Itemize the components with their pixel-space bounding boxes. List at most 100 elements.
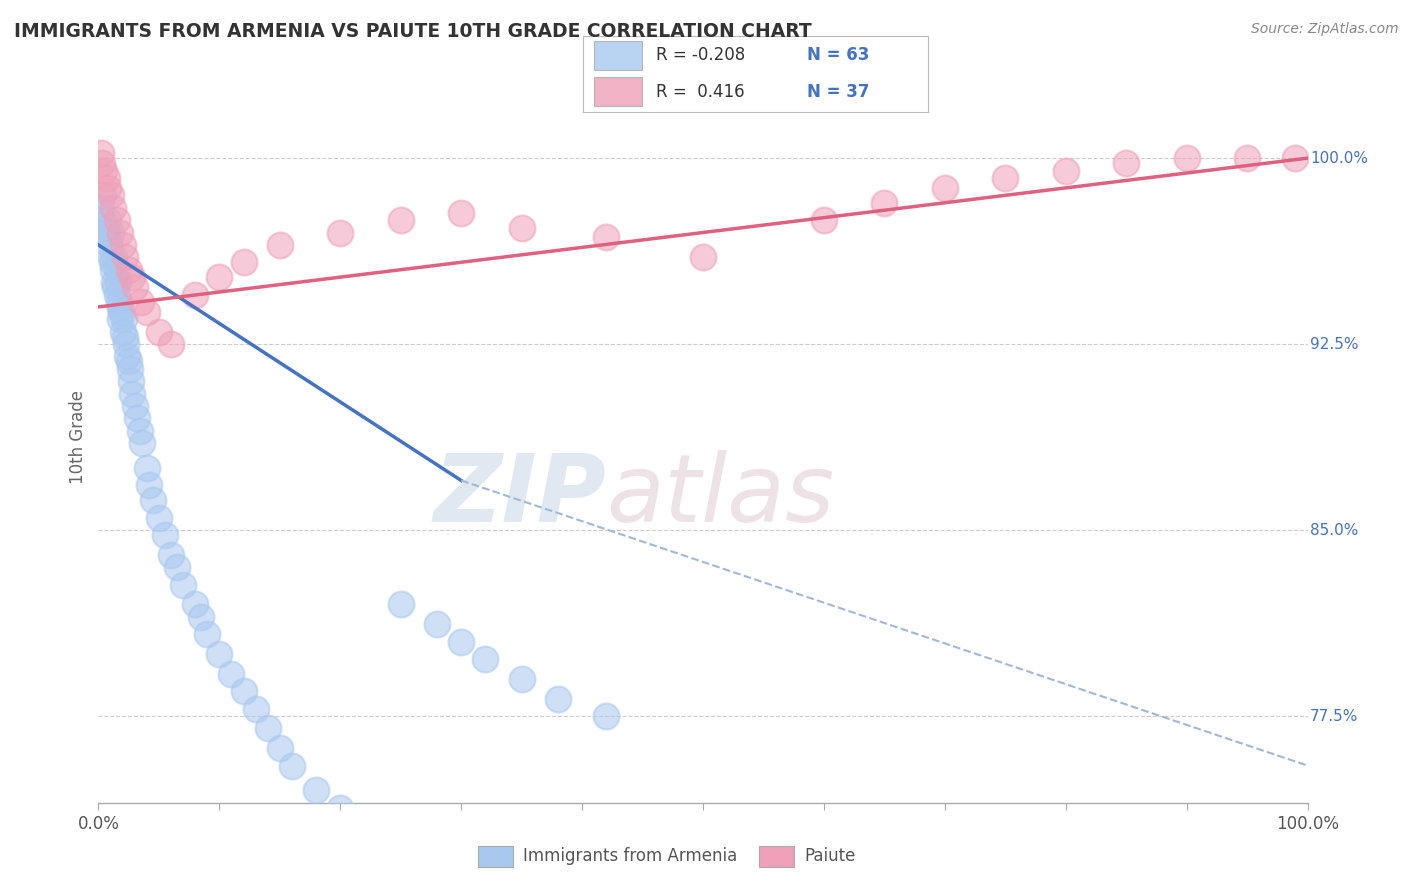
Point: [692, 250, 714, 264]
Point: [101, 201, 124, 215]
Point: [120, 374, 142, 388]
Point: [245, 701, 267, 715]
Point: [160, 337, 183, 351]
Point: [208, 647, 231, 661]
Point: [114, 250, 136, 264]
Point: [269, 741, 291, 756]
Text: ZIP: ZIP: [433, 450, 606, 541]
Point: [96, 171, 118, 186]
Point: [190, 610, 212, 624]
Bar: [593, 78, 643, 106]
Point: [232, 255, 254, 269]
Point: [135, 305, 157, 319]
Point: [97, 181, 120, 195]
Point: [114, 329, 136, 343]
Point: [100, 255, 122, 269]
Text: R = -0.208: R = -0.208: [655, 46, 745, 64]
Point: [450, 205, 472, 219]
Point: [111, 325, 134, 339]
Point: [389, 598, 412, 612]
Text: N = 63: N = 63: [807, 46, 870, 64]
Point: [135, 461, 157, 475]
Point: [153, 528, 176, 542]
Point: [103, 275, 125, 289]
Point: [111, 238, 134, 252]
Point: [121, 386, 143, 401]
Point: [97, 213, 120, 227]
Point: [115, 337, 138, 351]
Point: [547, 691, 569, 706]
Point: [118, 262, 141, 277]
Point: [108, 226, 131, 240]
Text: Source: ZipAtlas.com: Source: ZipAtlas.com: [1251, 22, 1399, 37]
Point: [105, 262, 128, 277]
Point: [1284, 151, 1306, 165]
Point: [426, 617, 449, 632]
Point: [131, 436, 153, 450]
Point: [118, 354, 141, 368]
Point: [305, 783, 328, 797]
Point: [100, 188, 122, 202]
Point: [94, 220, 117, 235]
Point: [232, 684, 254, 698]
Point: [160, 548, 183, 562]
Point: [148, 325, 170, 339]
Point: [329, 801, 352, 815]
Point: [96, 230, 118, 244]
Point: [994, 171, 1017, 186]
Point: [100, 250, 122, 264]
Point: [117, 350, 139, 364]
Point: [148, 510, 170, 524]
Point: [208, 270, 231, 285]
Point: [510, 220, 533, 235]
Point: [127, 411, 149, 425]
Point: [90, 201, 112, 215]
Point: [329, 226, 352, 240]
Point: [124, 399, 146, 413]
Text: Immigrants from Armenia: Immigrants from Armenia: [523, 847, 737, 865]
Point: [105, 213, 128, 227]
Point: [184, 598, 207, 612]
Point: [1175, 151, 1198, 165]
Point: [474, 652, 496, 666]
Point: [1236, 151, 1258, 165]
Point: [108, 295, 131, 310]
Point: [93, 163, 115, 178]
Point: [450, 634, 472, 648]
Point: [110, 305, 132, 319]
Point: [595, 230, 617, 244]
Point: [166, 560, 188, 574]
Text: 85.0%: 85.0%: [1310, 523, 1358, 538]
Point: [256, 722, 278, 736]
Point: [195, 627, 218, 641]
Point: [98, 238, 121, 252]
Point: [118, 362, 141, 376]
Point: [128, 424, 150, 438]
Point: [172, 577, 194, 591]
Point: [105, 287, 128, 301]
Point: [112, 312, 135, 326]
Text: N = 37: N = 37: [807, 83, 870, 101]
Text: Paiute: Paiute: [804, 847, 856, 865]
Point: [121, 270, 143, 285]
Point: [595, 709, 617, 723]
Text: atlas: atlas: [606, 450, 835, 541]
Point: [108, 312, 131, 326]
Text: 77.5%: 77.5%: [1310, 708, 1358, 723]
Point: [101, 262, 124, 277]
Point: [100, 226, 122, 240]
Point: [91, 156, 114, 170]
Point: [138, 478, 160, 492]
Point: [103, 250, 125, 264]
Text: IMMIGRANTS FROM ARMENIA VS PAIUTE 10TH GRADE CORRELATION CHART: IMMIGRANTS FROM ARMENIA VS PAIUTE 10TH G…: [14, 22, 811, 41]
Text: R =  0.416: R = 0.416: [655, 83, 744, 101]
Point: [813, 213, 835, 227]
Point: [142, 493, 165, 508]
Point: [129, 295, 152, 310]
Point: [124, 280, 146, 294]
Point: [90, 146, 112, 161]
Point: [269, 238, 291, 252]
Y-axis label: 10th Grade: 10th Grade: [69, 390, 87, 484]
Point: [91, 213, 114, 227]
Point: [107, 275, 129, 289]
